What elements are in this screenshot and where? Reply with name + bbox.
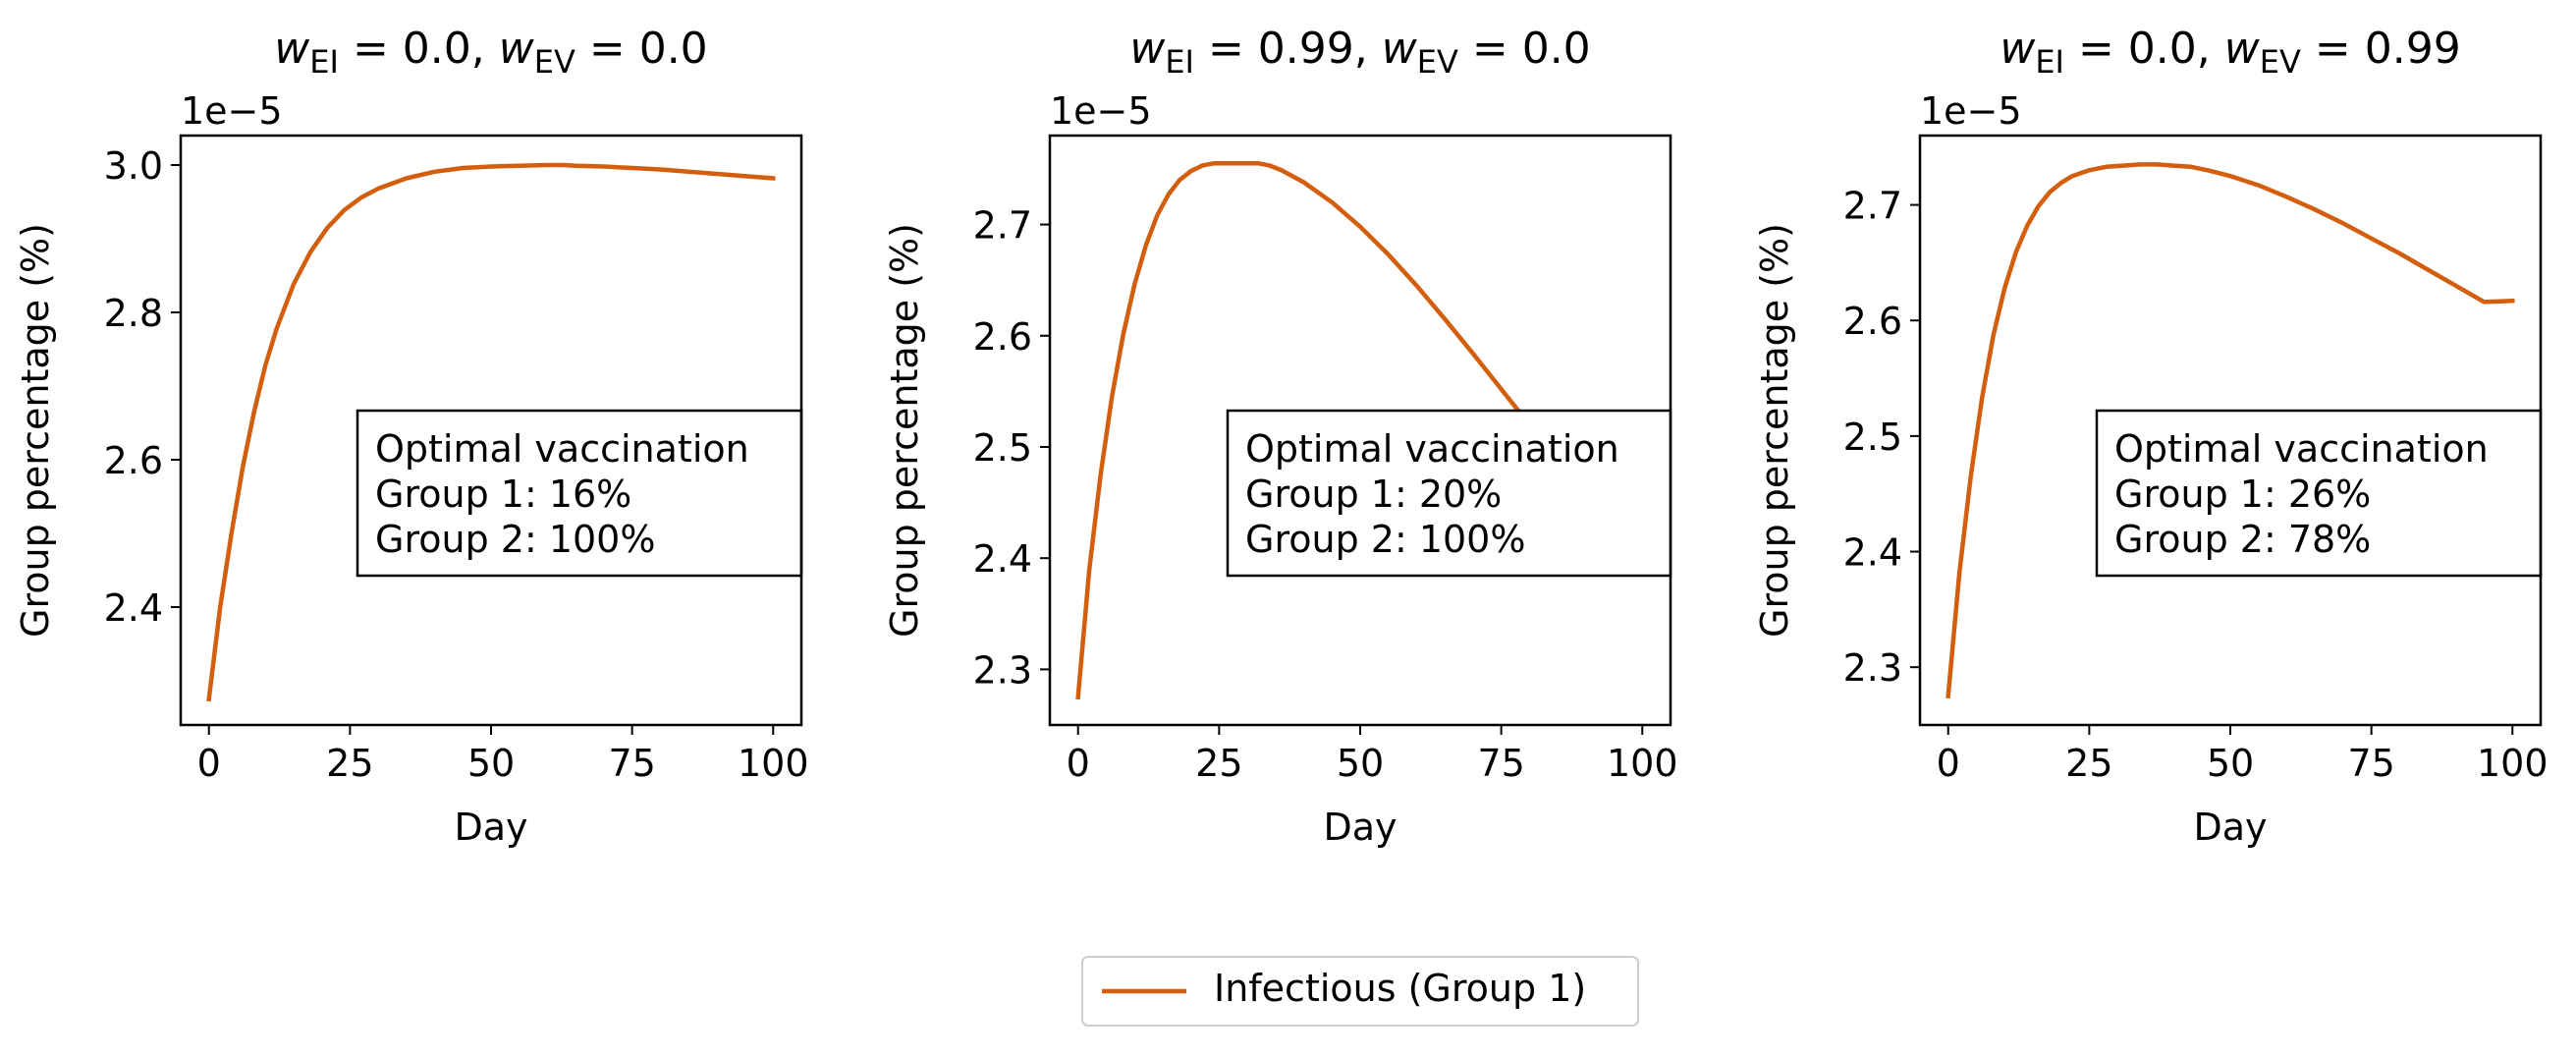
- panel-title-part: = 0.99: [2301, 24, 2461, 74]
- y-tick-label: 2.5: [973, 426, 1032, 470]
- x-tick-label: 0: [1937, 742, 1960, 785]
- x-tick-label: 100: [1607, 742, 1678, 785]
- y-axis-label: Group percentage (%): [883, 223, 926, 638]
- panel-title-part: w: [1382, 24, 1418, 74]
- panel-title-part: EI: [309, 43, 339, 81]
- panel-title-part: EI: [2035, 43, 2064, 81]
- x-tick-label: 0: [197, 742, 221, 785]
- annotation-box: [2095, 409, 2543, 578]
- x-axis-label: Day: [2193, 806, 2267, 849]
- annotation-line: Optimal vaccination: [375, 427, 749, 471]
- x-tick-label: 100: [738, 742, 809, 785]
- x-tick-label: 50: [467, 742, 515, 785]
- annotation-line: Group 1: 26%: [2114, 473, 2371, 516]
- x-axis-label: Day: [1323, 806, 1397, 849]
- panel-title: wEI = 0.0, wEV = 0.0: [274, 24, 707, 81]
- y-tick-label: 3.0: [104, 144, 163, 188]
- y-axis-label: Group percentage (%): [14, 223, 57, 638]
- y-tick-label: 2.8: [104, 292, 163, 335]
- y-tick-label: 2.5: [1843, 416, 1902, 459]
- y-tick-label: 2.3: [973, 648, 1032, 692]
- y-tick-label: 2.3: [1843, 646, 1902, 690]
- annotation-line: Optimal vaccination: [2114, 427, 2489, 471]
- panel-title-part: = 0.0,: [2064, 24, 2224, 74]
- annotation-line: Group 1: 16%: [375, 473, 631, 516]
- y-tick-label: 2.4: [1843, 531, 1902, 575]
- panel-title: wEI = 0.99, wEV = 0.0: [1129, 24, 1590, 81]
- y-tick-label: 2.6: [104, 439, 163, 482]
- panel-title-part: = 0.0,: [339, 24, 499, 74]
- x-tick-label: 75: [608, 742, 655, 785]
- y-offset-label: 1e−5: [181, 89, 283, 133]
- x-tick-label: 50: [2207, 742, 2254, 785]
- y-axis-label: Group percentage (%): [1753, 223, 1796, 638]
- annotation-line: Group 2: 100%: [1245, 518, 1525, 561]
- panel-title-part: EI: [1165, 43, 1194, 81]
- panel-title-part: w: [274, 24, 310, 74]
- panel-title-part: = 0.0: [1458, 24, 1591, 74]
- annotation-box: [1226, 409, 1672, 578]
- legend: Infectious (Group 1): [1081, 956, 1639, 1027]
- panel-title: wEI = 0.0, wEV = 0.99: [2000, 24, 2460, 81]
- y-offset-label: 1e−5: [1920, 89, 2022, 133]
- y-tick-label: 2.7: [973, 204, 1032, 248]
- panel-title-part: EV: [534, 43, 575, 81]
- x-tick-label: 75: [1477, 742, 1524, 785]
- x-tick-label: 50: [1337, 742, 1384, 785]
- panel-title-part: w: [2000, 24, 2036, 74]
- y-tick-label: 2.6: [973, 315, 1032, 359]
- y-offset-label: 1e−5: [1050, 89, 1152, 133]
- panel-title-part: w: [2224, 24, 2261, 74]
- y-tick-label: 2.7: [1843, 185, 1902, 228]
- annotation-line: Group 1: 20%: [1245, 473, 1502, 516]
- x-tick-label: 0: [1067, 742, 1090, 785]
- panel-title-part: = 0.0: [575, 24, 708, 74]
- annotation-line: Group 2: 78%: [2114, 518, 2371, 561]
- panel-title-part: = 0.99,: [1194, 24, 1382, 74]
- legend-label: Infectious (Group 1): [1214, 967, 1586, 1010]
- series-line-infectious-group-1: [1946, 162, 2515, 699]
- annotation-line: Optimal vaccination: [1245, 427, 1619, 471]
- x-tick-label: 75: [2347, 742, 2394, 785]
- annotation-line: Group 2: 100%: [375, 518, 655, 561]
- y-tick-label: 2.6: [1843, 300, 1902, 343]
- panel-title-part: w: [499, 24, 535, 74]
- series-line-infectious-group-1: [206, 162, 776, 702]
- x-tick-label: 25: [326, 742, 373, 785]
- panel-title-part: EV: [1417, 43, 1458, 81]
- panel-title-part: w: [1129, 24, 1166, 74]
- annotation-box: [356, 409, 803, 578]
- legend-frame: [1081, 956, 1639, 1027]
- x-axis-label: Day: [454, 806, 527, 849]
- y-tick-label: 2.4: [104, 586, 163, 630]
- y-tick-label: 2.4: [973, 537, 1032, 581]
- series-line-infectious-group-1: [1075, 161, 1569, 700]
- x-tick-label: 25: [1195, 742, 1242, 785]
- x-tick-label: 25: [2065, 742, 2112, 785]
- panel-title-part: EV: [2260, 43, 2301, 81]
- x-tick-label: 100: [2477, 742, 2549, 785]
